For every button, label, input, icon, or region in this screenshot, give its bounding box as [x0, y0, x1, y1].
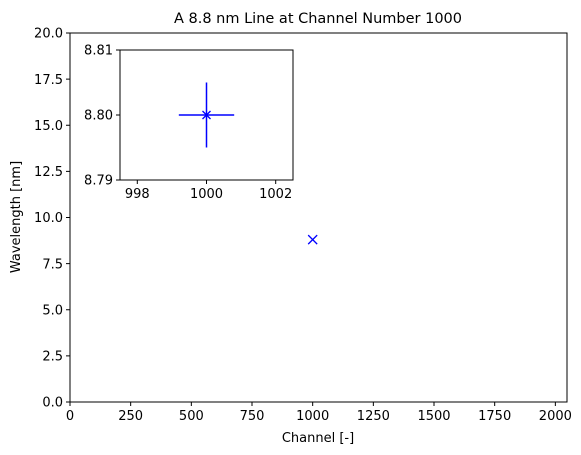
inset-x-tick-label: 1000	[190, 187, 223, 202]
inset-y-tick-label: 8.79	[84, 174, 113, 189]
main-plot: 0 250 500 750 1000 1250 1500 1750 2000 0.0 2.5 5.0…	[34, 27, 572, 424]
inset-y-tick-label: 8.81	[84, 44, 113, 59]
main-y-tick-label: 15.0	[34, 119, 63, 134]
main-x-tick-label: 750	[240, 409, 265, 424]
inset-y-axis: 8.79 8.80 8.81	[84, 44, 120, 189]
inset-y-tick-label: 8.80	[84, 109, 113, 124]
main-x-tick-label: 500	[179, 409, 204, 424]
main-x-tick-label: 2000	[539, 409, 572, 424]
main-y-tick-label: 7.5	[42, 257, 63, 272]
main-y-tick-label: 5.0	[42, 303, 63, 318]
inset-plot: 998 1000 1002 8.79 8.80 8.81	[84, 44, 294, 202]
main-x-tick-label: 0	[66, 409, 74, 424]
inset-data-point	[202, 110, 211, 120]
main-y-tick-label: 10.0	[34, 211, 63, 226]
main-x-tick-label: 1250	[357, 409, 390, 424]
main-y-tick-label: 17.5	[34, 73, 63, 88]
main-y-tick-label: 0.0	[42, 396, 63, 411]
main-x-axis: 0 250 500 750 1000 1250 1500 1750 2000	[66, 402, 572, 424]
y-axis-label: Wavelength [nm]	[9, 161, 24, 273]
main-data-points	[307, 234, 318, 245]
main-y-tick-label: 20.0	[34, 27, 63, 42]
main-data-point	[307, 234, 318, 245]
chart-title: A 8.8 nm Line at Channel Number 1000	[174, 11, 462, 27]
inset-x-tick-label: 1002	[259, 187, 292, 202]
inset-data-points	[178, 82, 235, 148]
main-x-tick-label: 250	[118, 409, 143, 424]
main-y-tick-label: 2.5	[42, 350, 63, 365]
inset-x-tick-label: 998	[125, 187, 150, 202]
main-x-tick-label: 1750	[478, 409, 511, 424]
inset-x-axis: 998 1000 1002	[125, 180, 292, 202]
main-y-tick-label: 12.5	[34, 165, 63, 180]
main-x-tick-label: 1000	[296, 409, 329, 424]
main-y-axis: 0.0 2.5 5.0 7.5 10.0 12.5 15.0 17.5 20.0	[34, 27, 70, 411]
main-x-tick-label: 1500	[417, 409, 450, 424]
x-axis-label: Channel [-]	[282, 431, 354, 446]
